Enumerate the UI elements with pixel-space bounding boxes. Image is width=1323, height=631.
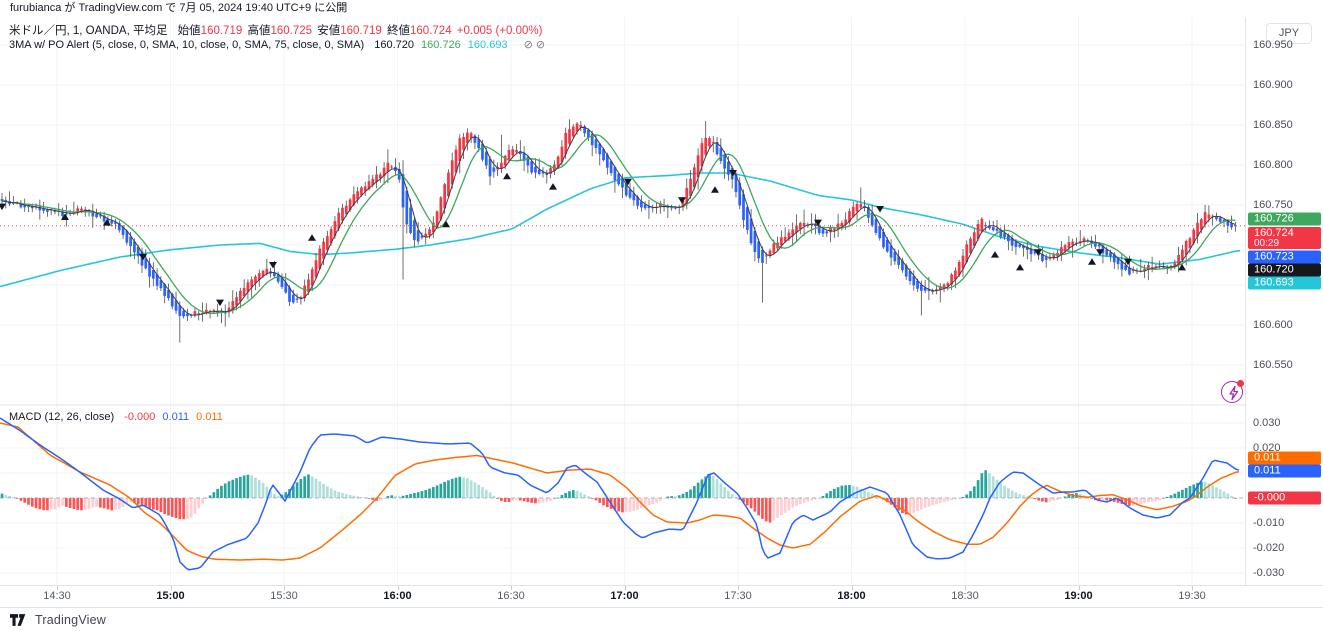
axis-tick-label: 160.850: [1253, 119, 1293, 131]
close-label: 終値: [387, 25, 411, 37]
publish-bar: furubianca が TradingView.com で 7月 05, 20…: [0, 0, 1323, 17]
publish-text: furubianca が TradingView.com で 7月 05, 20…: [10, 2, 348, 14]
flash-boost-button[interactable]: [1221, 380, 1244, 403]
currency-toggle-button[interactable]: JPY: [1266, 23, 1312, 44]
time-tick-label: 18:30: [951, 590, 979, 602]
axis-tick-label: 160.950: [1253, 39, 1293, 51]
time-tick-label: 19:30: [1178, 590, 1206, 602]
time-tick-mark: [1192, 586, 1193, 590]
axis-tick-label: 160.900: [1253, 79, 1293, 91]
macd-legend[interactable]: MACD (12, 26, close) -0.000 0.011 0.011: [9, 411, 230, 423]
time-axis[interactable]: 14:30 15:00 15:30 16:00 16:30 17:00 17:30 18:00…: [0, 585, 1323, 608]
axis-tick-label: -0.030: [1253, 567, 1285, 579]
time-tick-mark: [965, 586, 966, 590]
low-label: 安値: [317, 25, 341, 37]
macd-values: -0.000 0.011 0.011: [124, 411, 230, 423]
price-badge: 160.726: [1248, 212, 1321, 226]
time-tick-mark: [284, 586, 285, 590]
price-badge: 0.011: [1248, 451, 1321, 465]
symbol-legend[interactable]: 米ドル／円, 1, OANDA, 平均足 始値160.719 高値160.725…: [9, 22, 542, 38]
time-tick-label: 16:30: [497, 590, 525, 602]
price-badge: 160.693: [1248, 276, 1321, 290]
price-badge: 0.011: [1248, 464, 1321, 478]
time-tick-mark: [397, 586, 399, 590]
macd-layer: [0, 417, 1245, 571]
tradingview-logo-icon: [10, 614, 26, 626]
time-tick-mark: [57, 586, 58, 590]
axis-tick-label: 160.550: [1253, 359, 1293, 371]
legend-value: 160.693: [467, 39, 508, 51]
tradingview-logo[interactable]: TradingView: [10, 613, 106, 627]
legend-value: 160.720: [374, 39, 415, 51]
time-tick-mark: [851, 586, 853, 590]
open-label: 始値: [177, 25, 201, 37]
price-badge: 160.720: [1248, 263, 1321, 277]
axis-tick-label: 0.030: [1253, 417, 1281, 429]
time-tick-mark: [624, 586, 626, 590]
indicator-values: 160.720 160.726 160.693: [374, 39, 514, 51]
tradingview-brand-text: TradingView: [35, 613, 106, 627]
indicator-legend[interactable]: 3MA w/ PO Alert (5, close, 0, SMA, 10, c…: [9, 38, 545, 51]
price-chart-canvas[interactable]: [0, 0, 1245, 607]
legend-value: 0.011: [162, 411, 190, 423]
markers-layer: [0, 170, 1186, 307]
legend-value: 0.011: [196, 411, 223, 423]
time-tick-label: 19:00: [1064, 590, 1093, 602]
open-value: 160.719: [200, 25, 243, 37]
legend-value: 160.726: [421, 39, 461, 51]
axis-tick-label: 160.800: [1253, 159, 1293, 171]
countdown-timer: 00:29: [1254, 238, 1280, 249]
grid-layer: [0, 17, 1245, 585]
price-badge: 160.724 00:29: [1248, 227, 1321, 249]
time-tick-label: 18:00: [837, 590, 866, 602]
low-value: 160.719: [340, 25, 382, 37]
close-value: 160.724: [410, 25, 452, 37]
indicator-title: 3MA w/ PO Alert (5, close, 0, SMA, 10, c…: [9, 39, 365, 51]
macd-title: MACD (12, 26, close): [9, 411, 115, 423]
time-tick-label: 14:30: [43, 590, 71, 602]
symbol-title: 米ドル／円, 1, OANDA, 平均足: [9, 25, 168, 37]
candles-layer: [0, 119, 1245, 343]
legend-value: -0.000: [124, 411, 156, 423]
axis-tick-label: 0.020: [1253, 442, 1281, 454]
axis-tick-label: 160.750: [1253, 199, 1293, 211]
time-tick-mark: [170, 586, 172, 590]
axis-tick-label: 160.600: [1253, 319, 1293, 331]
price-axis[interactable]: JPY 160.950 160.900 160.850 160.800 160.750 1…: [1245, 17, 1323, 607]
time-tick-mark: [738, 586, 739, 590]
time-tick-label: 16:00: [383, 590, 412, 602]
time-tick-mark: [1078, 586, 1080, 590]
time-tick-label: 17:30: [724, 590, 752, 602]
high-value: 160.725: [270, 25, 313, 37]
high-label: 高値: [247, 25, 271, 37]
price-badge: -0.000: [1248, 491, 1321, 505]
alert-disabled-icons: ⊘ ⊘: [523, 39, 546, 51]
price-badge: 160.723: [1248, 250, 1321, 264]
lightning-icon: [1229, 385, 1239, 400]
change-value: +0.005 (+0.00%): [456, 25, 543, 37]
axis-tick-label: -0.020: [1253, 542, 1285, 554]
notification-dot: [1237, 380, 1244, 387]
time-tick-label: 15:30: [270, 590, 298, 602]
time-tick-mark: [511, 586, 512, 590]
time-tick-label: 15:00: [156, 590, 185, 602]
axis-tick-label: -0.010: [1253, 517, 1285, 529]
attribution-bar: TradingView: [0, 607, 1323, 631]
time-tick-label: 17:00: [610, 590, 639, 602]
